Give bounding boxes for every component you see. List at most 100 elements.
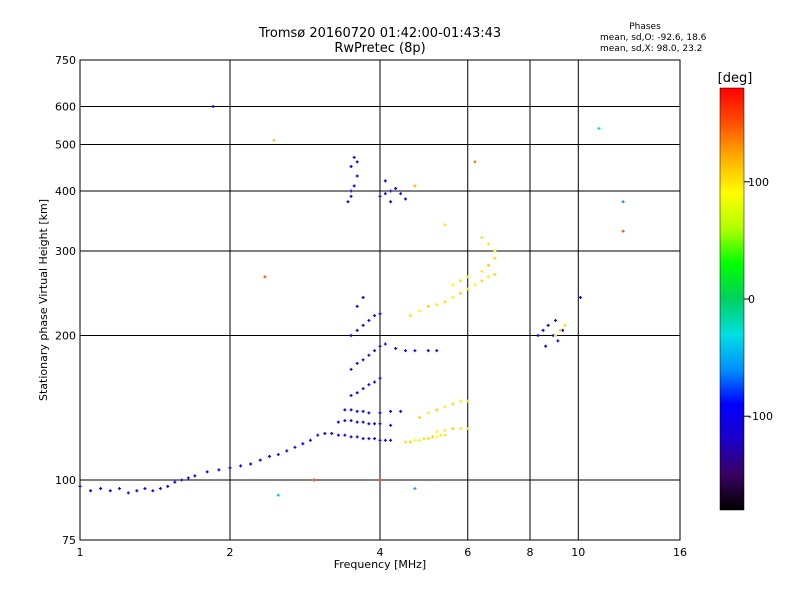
echo-point-o	[383, 342, 387, 346]
echo-point-o	[355, 361, 359, 365]
echo-point-o	[536, 334, 540, 338]
echo-point-outlier	[312, 478, 316, 482]
echo-point-o	[355, 391, 359, 395]
echo-point-o	[373, 437, 377, 441]
echo-point-x	[435, 435, 439, 439]
echo-point-x	[493, 249, 497, 253]
echo-point-o	[349, 334, 353, 338]
y-tick-label: 100	[55, 474, 76, 487]
echo-point-x	[417, 309, 421, 313]
echo-point-o	[378, 438, 382, 442]
x-tick-label: 2	[227, 546, 234, 559]
echo-point-x	[458, 279, 462, 283]
x-tick-label: 10	[571, 546, 585, 559]
phase-stats-heading: Phases	[629, 22, 661, 32]
echo-point-x	[435, 303, 439, 307]
y-tick-label: 600	[55, 101, 76, 114]
echo-point-o	[373, 422, 377, 426]
echo-point-o	[413, 349, 417, 353]
phase-stats-o-label: mean, sd,O:	[600, 33, 655, 43]
echo-point-o	[249, 462, 253, 466]
echo-point-o	[403, 349, 407, 353]
echo-point-x	[466, 399, 470, 403]
echo-point-x	[493, 273, 497, 277]
echo-point-o	[205, 470, 209, 474]
echo-point-o	[308, 438, 312, 442]
echo-point-o	[389, 438, 393, 442]
phase-stats-x-label: mean, sd,X:	[600, 44, 654, 54]
colorbar-ticks: 100 0 -100	[744, 176, 773, 423]
echo-point-x	[451, 283, 455, 287]
echo-point-o	[355, 304, 359, 308]
echo-point-x	[435, 430, 439, 434]
echo-point-o	[323, 432, 327, 436]
echo-point-o	[399, 409, 403, 413]
echo-point-o	[435, 349, 439, 353]
phase-stats-x: mean, sd,X: 98.0, 23.2	[600, 44, 702, 55]
echo-point-x	[480, 269, 484, 273]
phase-stats-x-values: 98.0, 23.2	[656, 44, 703, 54]
echo-point-o	[285, 449, 289, 453]
echo-point-outlier	[621, 229, 625, 233]
colorbar-title: [deg]	[718, 71, 753, 86]
echo-point-o	[349, 164, 353, 168]
echo-point-x	[417, 438, 421, 442]
echo-point-o	[166, 484, 170, 488]
echo-point-x	[443, 300, 447, 304]
x-tick-label: 4	[377, 546, 384, 559]
y-axis-title: Stationary phase Virtual Height [km]	[37, 199, 50, 401]
echo-point-o	[367, 353, 371, 357]
echo-point-x	[431, 435, 435, 439]
echo-point-x	[443, 433, 447, 437]
echo-point-o	[126, 491, 130, 495]
echo-point-o	[158, 487, 162, 491]
echo-point-o	[378, 422, 382, 426]
echo-point-x	[426, 411, 430, 415]
echo-point-outlier	[473, 160, 477, 164]
echo-point-o	[330, 432, 334, 436]
echo-point-o	[352, 155, 356, 159]
echo-point-o	[367, 318, 371, 322]
chart-title-line2: RwPretec (8p)	[334, 41, 426, 56]
echo-point-x	[458, 427, 462, 431]
echo-point-x	[466, 275, 470, 279]
echo-point-o	[361, 387, 365, 391]
echo-point-x	[443, 405, 447, 409]
y-tick-label: 200	[55, 330, 76, 343]
echo-point-o	[389, 200, 393, 204]
echo-point-o	[258, 458, 262, 462]
echo-point-o	[349, 367, 353, 371]
echo-point-outlier	[263, 275, 267, 279]
echo-point-x	[480, 279, 484, 283]
echo-point-o	[228, 466, 232, 470]
echo-point-o	[367, 383, 371, 387]
echo-point-o	[361, 358, 365, 362]
echo-point-o	[373, 314, 377, 318]
echo-point-o	[239, 464, 243, 468]
echo-point-o	[553, 318, 557, 322]
echo-point-o	[389, 409, 393, 413]
echo-point-x	[466, 427, 470, 431]
echo-point-x	[408, 440, 412, 444]
echo-point-o	[389, 189, 393, 193]
y-tick-label: 300	[55, 245, 76, 258]
echo-point-o	[373, 380, 377, 384]
echo-point-o	[89, 489, 93, 493]
x-tick-label: 6	[464, 546, 471, 559]
echo-point-o	[143, 487, 147, 491]
echo-point-o	[378, 344, 382, 348]
phase-stats: Phases mean, sd,O: -92.6, 18.6 mean, sd,…	[600, 22, 706, 55]
tick-layer: 1 2 4 6 8 10 16 75 100 200 300 400 500 600 750	[55, 54, 687, 559]
echo-point-o	[349, 189, 353, 193]
echo-point-outlier	[621, 200, 625, 204]
echo-point-o	[378, 376, 382, 380]
echo-point-o	[349, 419, 353, 423]
colorbar-tick-label: 0	[748, 293, 755, 306]
phase-stats-o-values: -92.6, 18.6	[657, 33, 707, 43]
echo-point-o	[301, 442, 305, 446]
echo-point-x	[422, 437, 426, 441]
echo-point-o	[556, 339, 560, 343]
x-axis-title: Frequency [MHz]	[334, 558, 426, 571]
echo-point-o	[403, 197, 407, 201]
